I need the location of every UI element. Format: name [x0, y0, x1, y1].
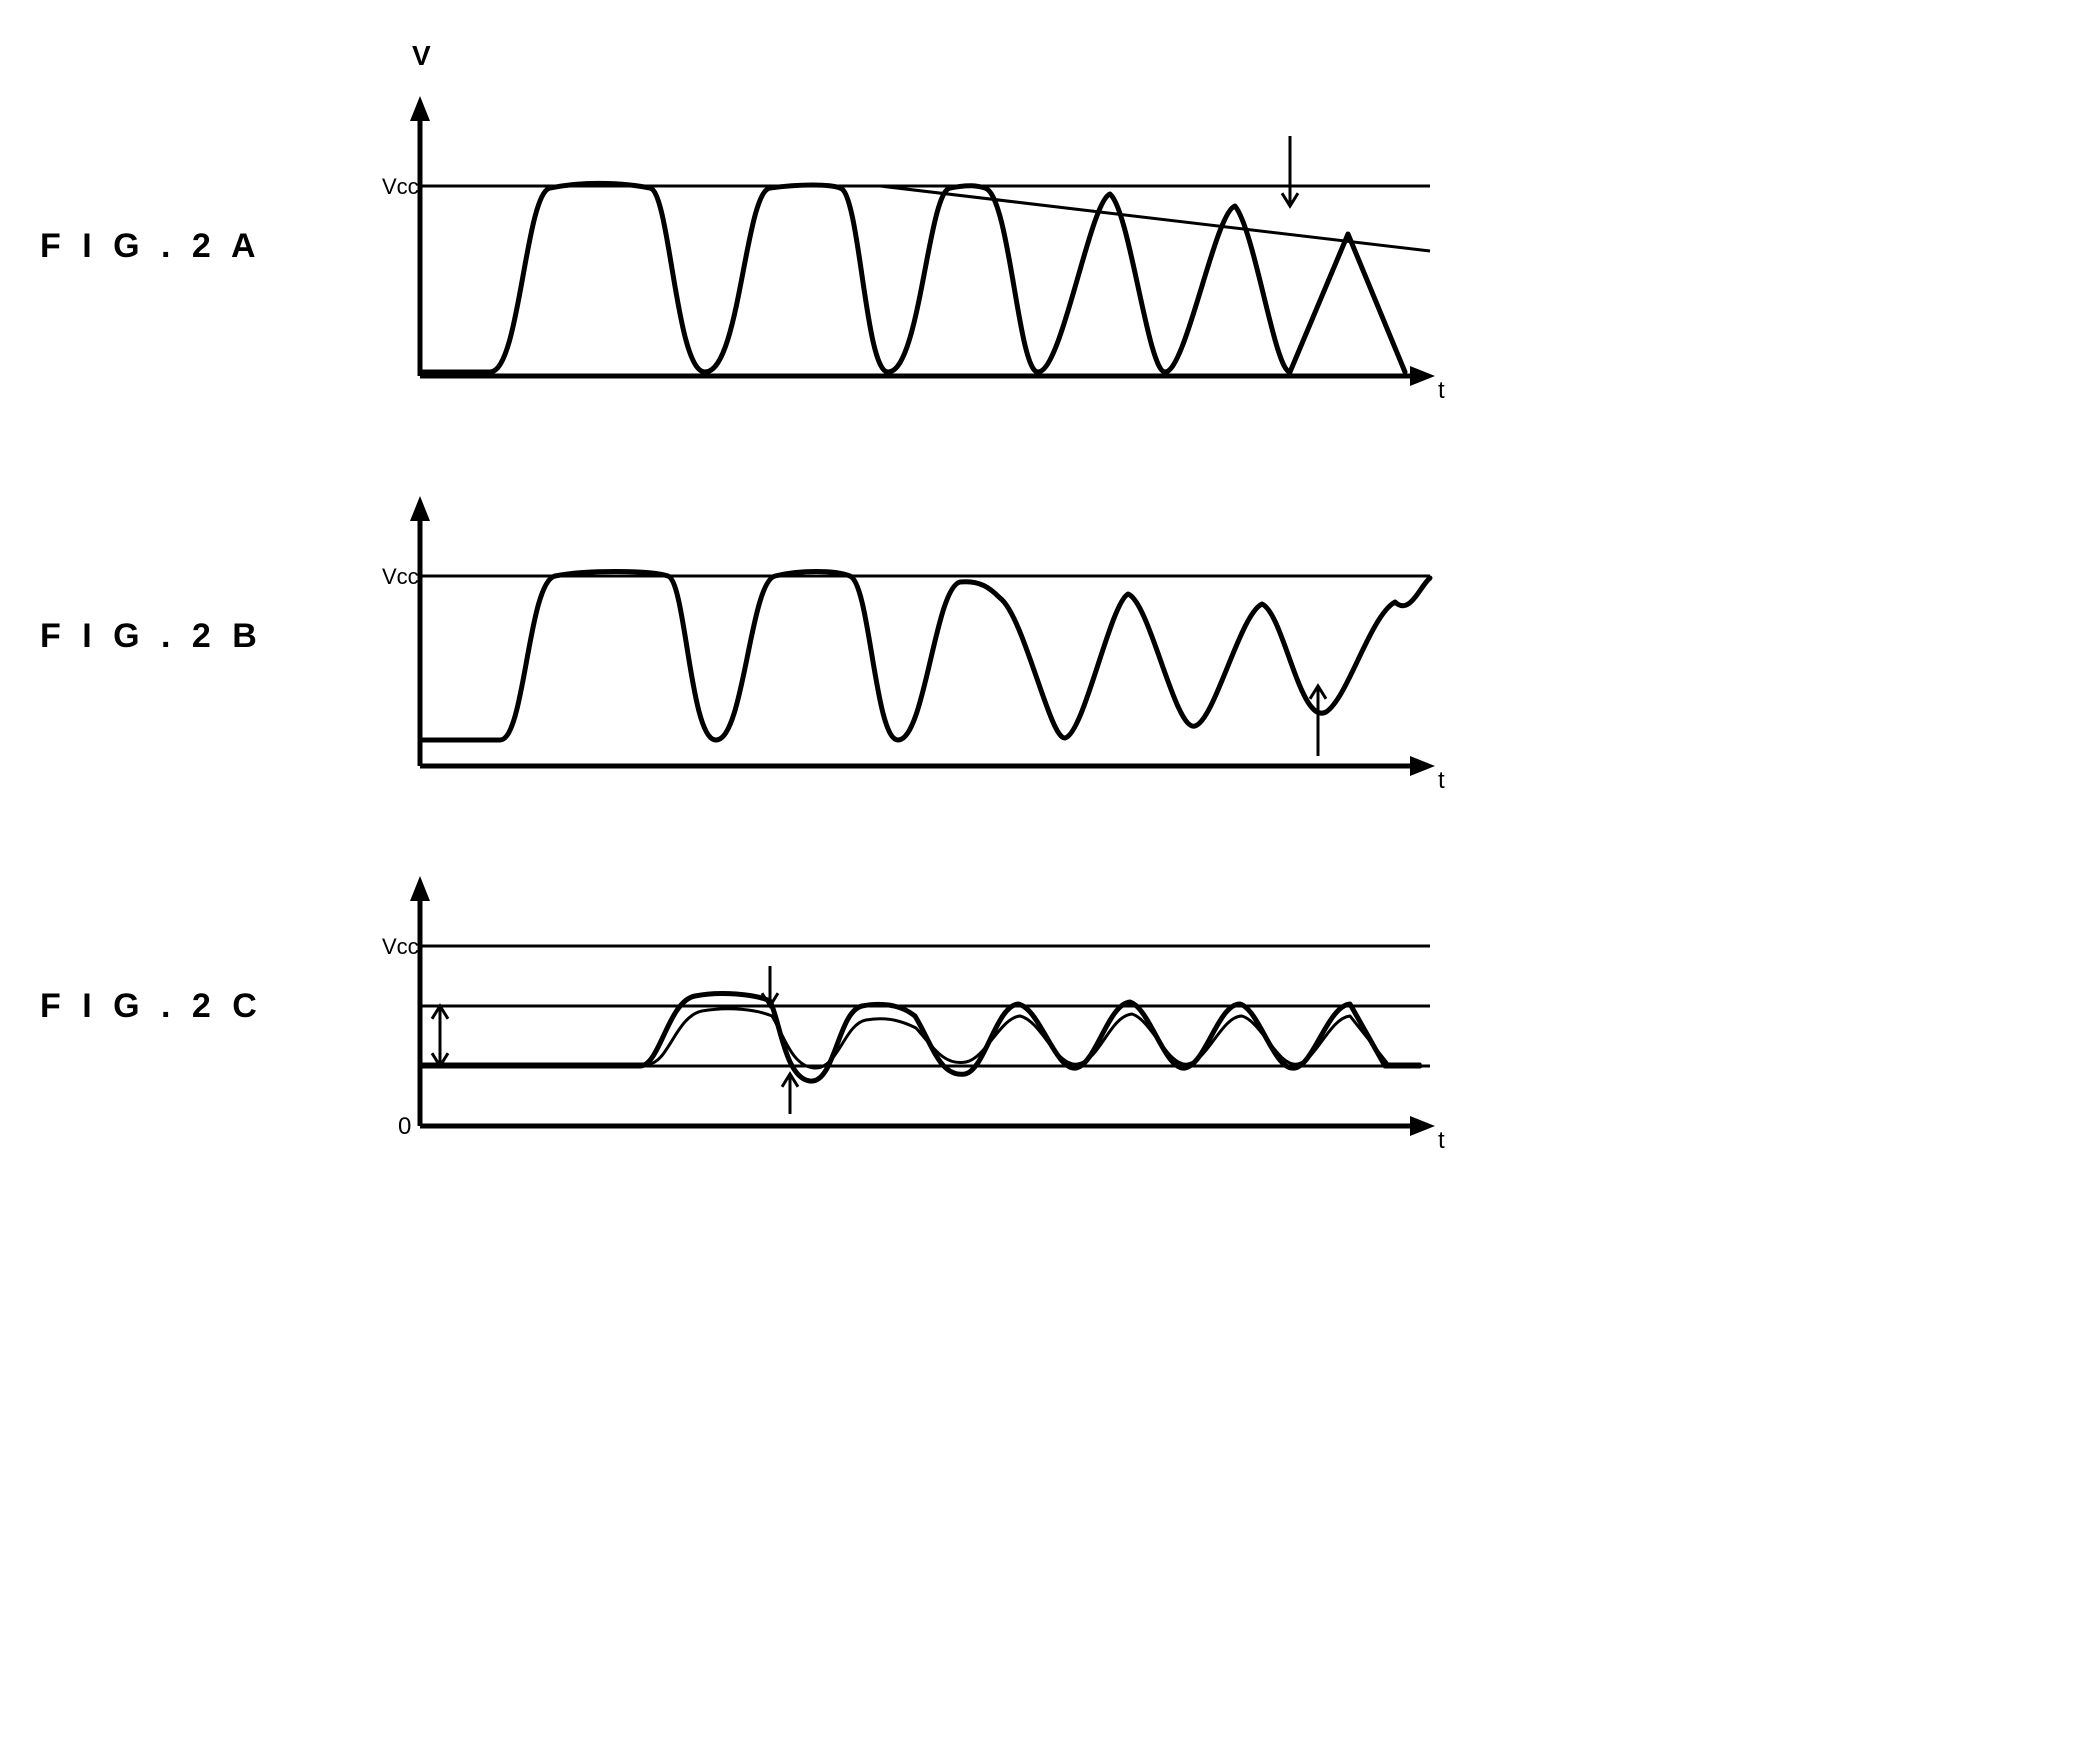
figure-row: F I G . 2 B Vcc t [40, 476, 2052, 796]
t-axis-label: t [1438, 767, 1445, 794]
chart: Vcc t [360, 76, 1460, 416]
figure-label: F I G . 2 C [40, 987, 320, 1026]
x-axis-arrowhead [1410, 756, 1435, 776]
figure-row: F I G . 2 A Vcc t [40, 76, 2052, 416]
figure-row: F I G . 2 C Vcc t 0 [40, 856, 2052, 1156]
axis-label-V: V [412, 40, 431, 72]
vcc-label: Vcc [382, 934, 419, 959]
waveform-secondary [420, 1009, 1420, 1068]
y-axis-arrowhead [410, 496, 430, 521]
figure-label: F I G . 2 A [40, 227, 320, 266]
vcc-label: Vcc [382, 564, 419, 589]
t-axis-label: t [1438, 1127, 1445, 1154]
y-axis-arrowhead [410, 96, 430, 121]
x-axis-arrowhead [1410, 1116, 1435, 1136]
t-axis-label: t [1438, 377, 1445, 404]
waveform [420, 183, 1405, 372]
vcc-label: Vcc [382, 174, 419, 199]
chart: Vcc t 0 [360, 856, 1460, 1156]
chart: Vcc t [360, 476, 1460, 796]
figure-label: F I G . 2 B [40, 617, 320, 656]
waveform [420, 572, 1430, 741]
y-axis-arrowhead [410, 876, 430, 901]
zero-label: 0 [398, 1113, 411, 1140]
x-axis-arrowhead [1410, 366, 1435, 386]
